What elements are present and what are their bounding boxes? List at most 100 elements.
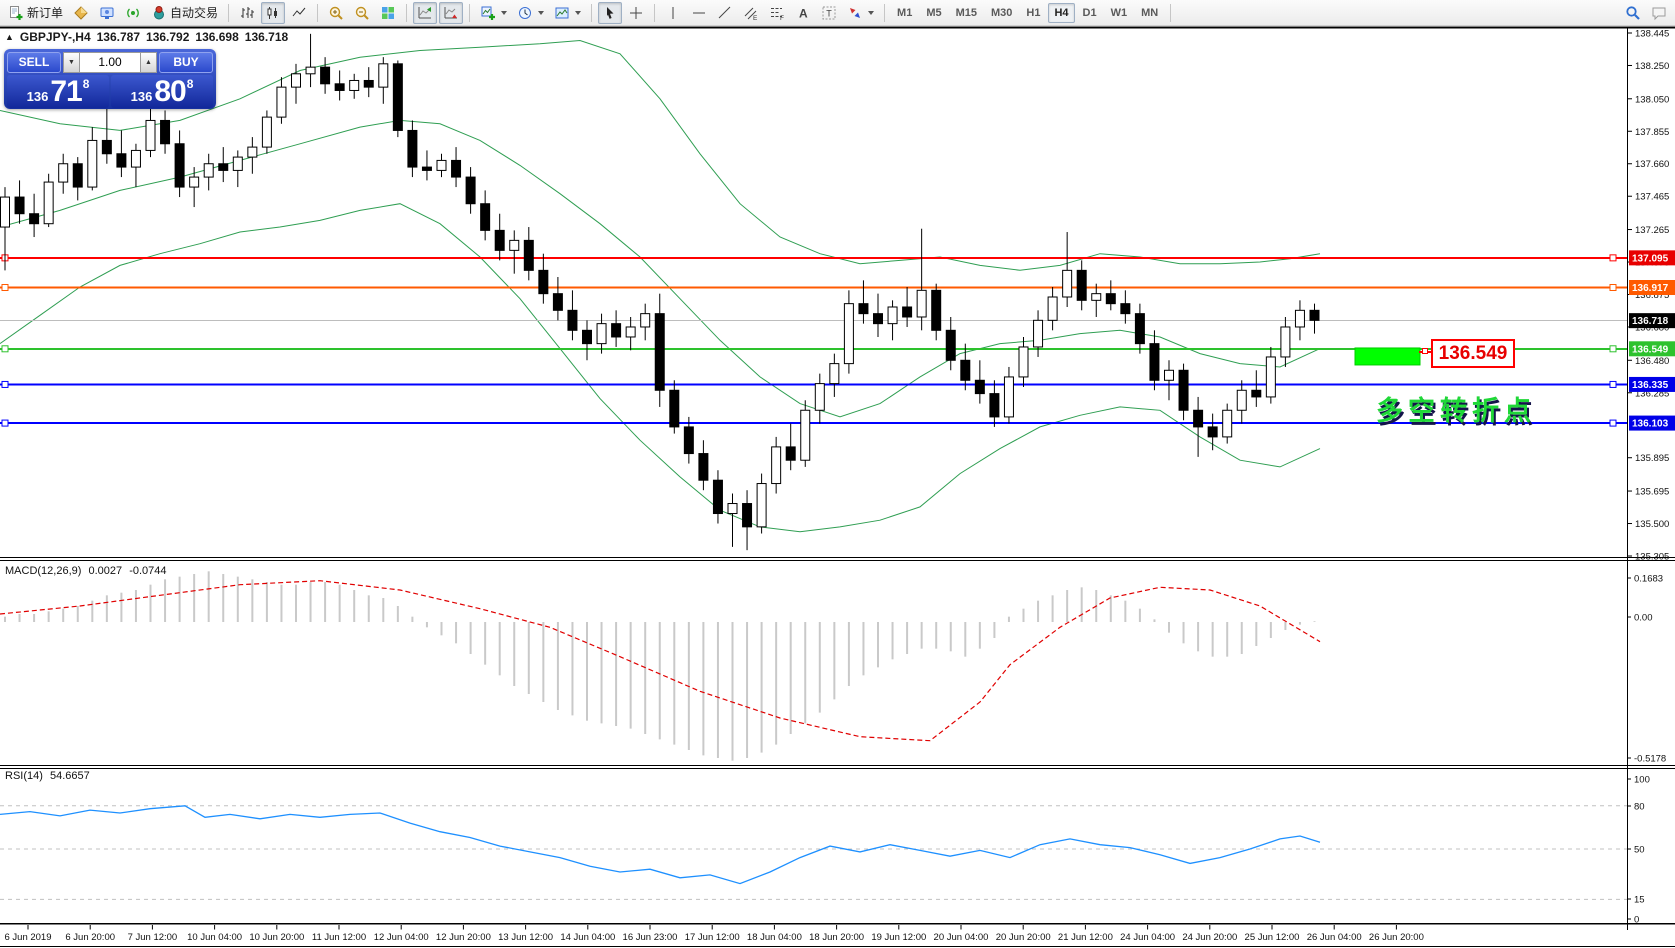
signal-button[interactable] xyxy=(121,2,145,24)
svg-text:138.445: 138.445 xyxy=(1635,29,1669,40)
clock-icon xyxy=(519,6,532,19)
toolbar-separator xyxy=(654,3,656,22)
chart-shift-button[interactable] xyxy=(413,1,438,24)
svg-text:137.465: 137.465 xyxy=(1635,192,1669,203)
svg-text:13 Jun 12:00: 13 Jun 12:00 xyxy=(498,932,553,943)
tile-windows-icon xyxy=(382,6,395,19)
symbol-title: GBPJPY-,H4 xyxy=(19,30,91,44)
buy-button[interactable]: BUY xyxy=(159,52,213,73)
line-chart-button[interactable] xyxy=(287,2,311,24)
chinese-annotation-text[interactable]: 多空转折点 xyxy=(1376,396,1536,426)
arrows-button[interactable] xyxy=(843,2,878,24)
bar-chart-button[interactable] xyxy=(235,2,259,24)
indicators-button[interactable] xyxy=(69,2,93,24)
zoom-out-button[interactable] xyxy=(350,2,374,24)
svg-text:135.895: 135.895 xyxy=(1635,453,1669,464)
new-chart-button[interactable] xyxy=(476,2,511,24)
horizontal-line-icon xyxy=(693,12,706,13)
auto-scroll-button[interactable] xyxy=(439,1,464,24)
chat-bubble-icon xyxy=(1652,7,1666,20)
chat-button[interactable] xyxy=(1647,2,1671,24)
sell-price-display[interactable]: 136 71 8 xyxy=(7,75,109,108)
timeframe-mn[interactable]: MN xyxy=(1135,3,1164,23)
cursor-button[interactable] xyxy=(598,1,623,24)
svg-text:135.305: 135.305 xyxy=(1635,551,1669,562)
timeframe-h4[interactable]: H4 xyxy=(1048,2,1075,23)
svg-text:135.500: 135.500 xyxy=(1635,519,1669,530)
trendline-button[interactable] xyxy=(713,2,737,24)
horizontal-line-button[interactable] xyxy=(687,2,711,24)
fibonacci-icon: F xyxy=(771,7,784,21)
svg-text:137.660: 137.660 xyxy=(1635,159,1669,170)
svg-text:136.480: 136.480 xyxy=(1635,356,1669,367)
svg-text:137.265: 137.265 xyxy=(1635,225,1669,236)
svg-text:A: A xyxy=(799,6,808,20)
svg-text:136.549: 136.549 xyxy=(1632,344,1669,355)
svg-text:10 Jun 20:00: 10 Jun 20:00 xyxy=(249,932,304,943)
timeframe-m1[interactable]: M1 xyxy=(891,3,918,23)
svg-text:10 Jun 04:00: 10 Jun 04:00 xyxy=(187,932,242,943)
svg-text:11 Jun 12:00: 11 Jun 12:00 xyxy=(312,932,366,943)
new-order-button[interactable]: 新订单 xyxy=(4,2,67,24)
toolbar-separator xyxy=(591,3,593,22)
vertical-line-icon xyxy=(672,6,674,19)
text-label-button[interactable]: T xyxy=(817,2,841,24)
svg-text:12 Jun 20:00: 12 Jun 20:00 xyxy=(436,932,491,943)
macd-indicator-label: MACD(12,26,9) 0.0027 -0.0744 xyxy=(5,565,171,577)
cursor-icon xyxy=(607,6,614,19)
autotrading-icon xyxy=(154,5,165,19)
sell-button[interactable]: SELL xyxy=(7,52,61,73)
volume-input[interactable]: 1.00 xyxy=(80,52,140,73)
zoom-in-icon xyxy=(329,6,343,20)
buy-price-sup: 8 xyxy=(186,77,194,91)
svg-text:12 Jun 04:00: 12 Jun 04:00 xyxy=(374,932,429,943)
text-button[interactable]: A xyxy=(791,2,815,24)
sell-price-sup: 8 xyxy=(82,77,90,91)
search-icon xyxy=(1626,5,1640,20)
volume-decrease-button[interactable]: ▼ xyxy=(63,52,80,73)
chart-window: 138.445 138.250 138.050 137.855 137.660 137.4… xyxy=(0,26,1675,948)
zoom-out-icon xyxy=(355,6,369,20)
svg-text:E: E xyxy=(753,15,758,21)
callout-anchor-square xyxy=(1422,348,1428,354)
svg-text:T: T xyxy=(826,8,832,18)
new-order-icon xyxy=(10,5,23,20)
fibonacci-button[interactable]: F xyxy=(765,2,789,24)
search-button[interactable] xyxy=(1621,2,1645,24)
volume-increase-button[interactable]: ▲ xyxy=(140,52,157,73)
timeframe-m30[interactable]: M30 xyxy=(985,3,1018,23)
template-image-icon xyxy=(555,7,569,18)
timeframe-h1[interactable]: H1 xyxy=(1020,3,1046,23)
volume-stepper: ▼ 1.00 ▲ xyxy=(63,52,157,73)
toolbar-separator xyxy=(1170,3,1172,22)
macd-signal-value: -0.0744 xyxy=(129,565,167,577)
profiles-button[interactable] xyxy=(95,2,119,24)
text-label-icon: T xyxy=(822,6,836,19)
period-button[interactable] xyxy=(513,2,548,24)
svg-text:19 Jun 12:00: 19 Jun 12:00 xyxy=(871,932,926,943)
chart-canvas[interactable]: 138.445 138.250 138.050 137.855 137.660 137.4… xyxy=(0,26,1675,948)
svg-text:136.285: 136.285 xyxy=(1635,388,1669,399)
channel-button[interactable]: E xyxy=(739,2,763,24)
timeframe-m5[interactable]: M5 xyxy=(920,3,947,23)
zoom-in-button[interactable] xyxy=(324,2,348,24)
new-chart-icon xyxy=(481,6,496,20)
auto-scroll-icon xyxy=(444,6,458,18)
toolbar-separator xyxy=(406,3,408,22)
price-callout-box[interactable]: 136.549 xyxy=(1431,339,1515,368)
one-click-trade-panel: SELL ▼ 1.00 ▲ BUY 136 71 8 136 80 8 xyxy=(4,49,216,109)
tile-windows-button[interactable] xyxy=(376,2,400,24)
svg-text:25 Jun 12:00: 25 Jun 12:00 xyxy=(1245,932,1300,943)
buy-price-display[interactable]: 136 80 8 xyxy=(111,75,213,108)
timeframe-d1[interactable]: D1 xyxy=(1077,3,1103,23)
svg-text:0.00: 0.00 xyxy=(1634,613,1653,624)
timeframe-w1[interactable]: W1 xyxy=(1105,3,1134,23)
svg-text:0: 0 xyxy=(1634,915,1639,926)
candlestick-chart-button[interactable] xyxy=(261,1,286,24)
template-button[interactable] xyxy=(550,2,585,24)
crosshair-button[interactable] xyxy=(624,2,648,24)
vertical-line-button[interactable] xyxy=(661,2,685,24)
autotrading-button[interactable]: 自动交易 xyxy=(147,2,222,24)
timeframe-m15[interactable]: M15 xyxy=(950,3,983,23)
